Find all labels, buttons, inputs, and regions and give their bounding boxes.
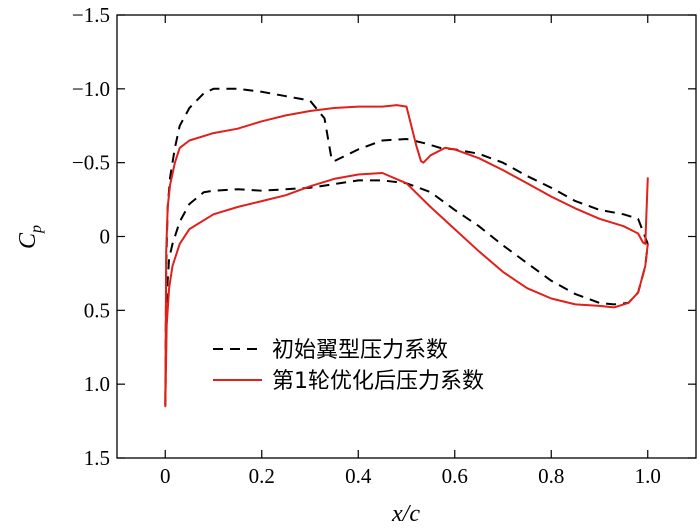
x-tick-label: 1.0 <box>635 464 661 488</box>
x-tick-label: 0.8 <box>538 464 564 488</box>
x-axis-ticks: 0 0.2 0.4 0.6 0.8 1.0 <box>160 15 661 488</box>
y-tick-label: 1.0 <box>84 372 110 396</box>
legend: 初始翼型压力系数 第1轮优化后压力系数 <box>213 338 484 394</box>
y-tick-label: −1.0 <box>72 77 110 101</box>
y-axis-title-sub: p <box>28 225 45 234</box>
x-tick-label: 0.6 <box>442 464 468 488</box>
y-axis-title: Cp <box>15 225 45 249</box>
x-tick-label: 0.4 <box>345 464 372 488</box>
x-axis-title: x/c <box>391 501 420 527</box>
series-line-optimized <box>164 104 649 408</box>
series-layer <box>164 87 649 408</box>
legend-label-optimized: 第1轮优化后压力系数 <box>272 369 484 394</box>
y-tick-label: 1.5 <box>84 446 110 470</box>
x-tick-label: 0.2 <box>249 464 275 488</box>
y-tick-label: 0.5 <box>84 298 110 322</box>
y-tick-label: −0.5 <box>72 151 110 175</box>
y-axis-title-main: C <box>15 232 41 249</box>
y-tick-label: −1.5 <box>72 3 110 27</box>
y-tick-label: 0 <box>100 225 111 249</box>
y-axis-ticks: −1.5 −1.0 −0.5 0 0.5 1.0 1.5 <box>72 3 696 470</box>
legend-label-initial: 初始翼型压力系数 <box>272 338 448 363</box>
x-tick-label: 0 <box>160 464 171 488</box>
